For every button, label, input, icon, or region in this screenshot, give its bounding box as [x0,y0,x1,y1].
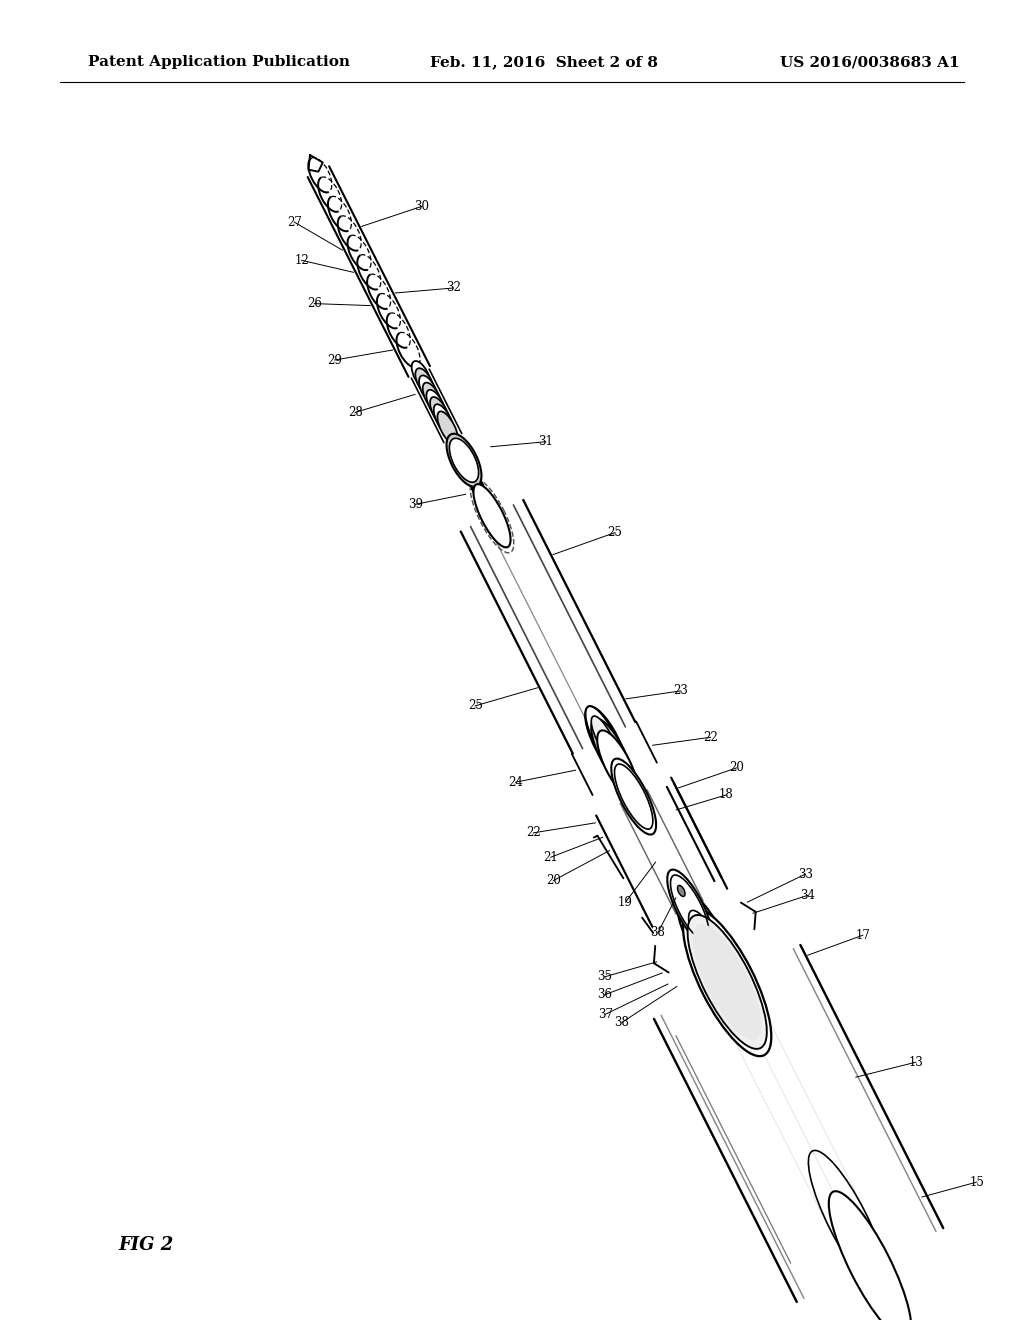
Text: 22: 22 [526,826,541,840]
Text: 23: 23 [674,684,688,697]
Text: 31: 31 [539,436,553,449]
Ellipse shape [693,924,762,1040]
Ellipse shape [688,911,721,965]
Text: FIG 2: FIG 2 [118,1236,173,1254]
Text: 39: 39 [408,498,423,511]
Ellipse shape [426,389,446,421]
Text: US 2016/0038683 A1: US 2016/0038683 A1 [780,55,959,69]
Ellipse shape [828,1191,911,1320]
Text: 13: 13 [908,1056,924,1069]
Text: 26: 26 [307,297,322,310]
Ellipse shape [591,715,616,759]
Text: 22: 22 [703,731,718,743]
Text: 33: 33 [798,867,813,880]
Ellipse shape [476,487,492,511]
Ellipse shape [416,368,434,396]
Ellipse shape [450,438,478,482]
Text: 35: 35 [597,970,612,983]
Ellipse shape [437,412,459,445]
Text: 36: 36 [597,989,611,1002]
Text: Feb. 11, 2016  Sheet 2 of 8: Feb. 11, 2016 Sheet 2 of 8 [430,55,658,69]
Text: 18: 18 [719,788,733,801]
Ellipse shape [591,718,632,787]
Text: 25: 25 [607,527,623,539]
Text: 37: 37 [598,1007,613,1020]
Ellipse shape [678,886,685,896]
Ellipse shape [473,482,488,506]
Ellipse shape [586,706,623,770]
Text: 27: 27 [287,215,302,228]
Text: 38: 38 [614,1016,630,1030]
Ellipse shape [473,484,511,548]
Ellipse shape [470,477,486,500]
Ellipse shape [682,899,727,975]
Ellipse shape [412,362,430,388]
Text: 30: 30 [414,199,429,213]
Text: 15: 15 [970,1176,984,1188]
Text: 20: 20 [729,762,744,775]
Ellipse shape [611,759,656,834]
Text: 29: 29 [328,354,342,367]
Text: 38: 38 [650,927,666,940]
Ellipse shape [597,730,638,799]
Ellipse shape [586,706,626,775]
Text: 34: 34 [801,888,815,902]
Ellipse shape [687,915,767,1049]
Ellipse shape [419,375,438,405]
Ellipse shape [434,404,455,437]
Text: Patent Application Publication: Patent Application Publication [88,55,350,69]
Text: 24: 24 [508,776,523,788]
Ellipse shape [668,870,712,945]
Ellipse shape [698,928,711,948]
Ellipse shape [430,397,451,429]
Text: 17: 17 [855,929,870,941]
Text: 25: 25 [468,700,482,713]
Text: 32: 32 [445,281,461,294]
Text: 20: 20 [546,874,561,887]
Text: 28: 28 [348,407,362,418]
Ellipse shape [446,434,481,487]
Ellipse shape [465,465,480,488]
Ellipse shape [467,470,483,495]
Text: 12: 12 [294,253,309,267]
Text: 19: 19 [618,896,633,908]
Ellipse shape [677,891,733,985]
Text: 21: 21 [544,851,558,863]
Ellipse shape [423,383,442,413]
Ellipse shape [683,908,771,1056]
